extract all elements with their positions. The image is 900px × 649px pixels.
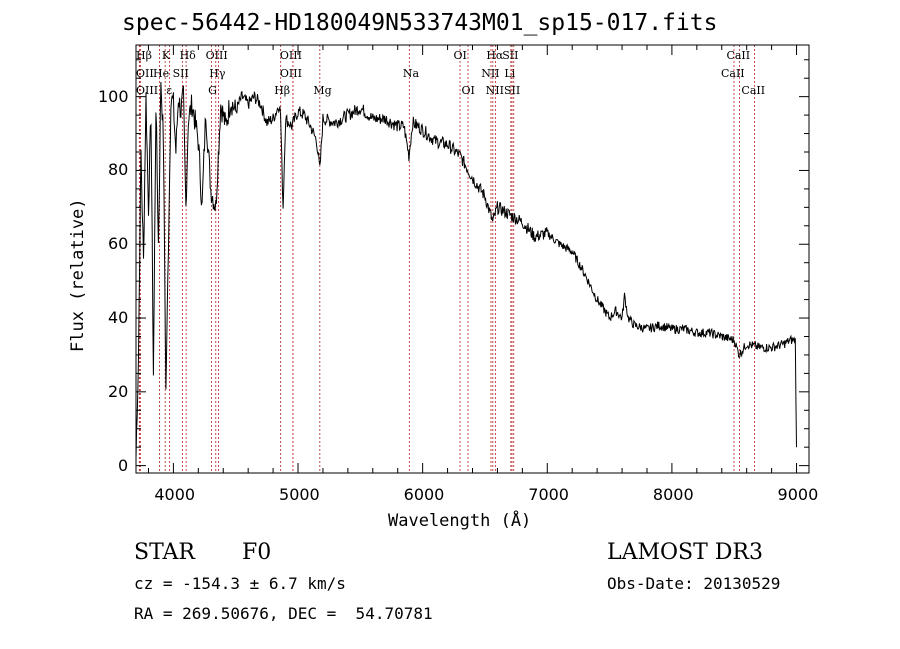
spectral-line-label: Hβ <box>274 84 291 97</box>
spectral-line-label: K <box>161 49 171 62</box>
spectral-line-label: NII <box>485 84 504 97</box>
spectral-line-label: SII <box>504 84 521 97</box>
flux-series <box>135 81 797 459</box>
spectral-line-label: Hγ <box>209 67 226 80</box>
spectral-line-label: OI <box>461 84 475 97</box>
y-tick-label: 80 <box>108 160 129 180</box>
spectral-line-label: NII <box>481 67 500 80</box>
x-tick-label: 9000 <box>777 485 819 504</box>
x-tick-label: 6000 <box>403 485 445 504</box>
spectral-line-label: OIII <box>279 67 302 80</box>
spectral-line-label: G <box>208 84 217 97</box>
spectral-line-label: ε <box>166 84 173 97</box>
spectral-line-label: SII <box>502 49 519 62</box>
spectral-line-label: Mg <box>313 84 332 97</box>
spectral-line-label: OIII <box>205 49 228 62</box>
redshift-info: cz = -154.3 ± 6.7 km/s <box>134 574 346 593</box>
x-tick-label: 4000 <box>154 485 196 504</box>
y-tick-label: 40 <box>108 308 129 328</box>
object-class: STAR <box>134 540 195 565</box>
spectral-line-label: OIII <box>279 49 302 62</box>
spectral-line-markers <box>138 45 755 473</box>
spectral-line-label: OIII <box>136 84 159 97</box>
spectral-line-label: Na <box>402 67 419 80</box>
spectral-line-label: SII <box>172 67 189 80</box>
x-axis-label: Wavelength (Å) <box>388 511 532 531</box>
spectral-line-label: CaII <box>741 84 766 97</box>
axis-ticks <box>136 45 809 473</box>
spectral-line-label: Hβ <box>136 49 152 62</box>
y-tick-label: 100 <box>98 86 129 106</box>
y-tick-label: 0 <box>118 455 129 475</box>
spectral-line-label: OI <box>453 49 467 62</box>
spectral-line-label: Hα <box>486 49 504 62</box>
y-axis-label: Flux (relative) <box>68 198 88 352</box>
y-tick-label: 20 <box>108 381 129 401</box>
spectral-line-label: Hδ <box>179 49 196 62</box>
coordinates: RA = 269.50676, DEC = 54.70781 <box>134 604 433 623</box>
x-tick-label: 7000 <box>528 485 569 504</box>
y-tick-label: 60 <box>108 234 129 254</box>
spectral-line-label: CaII <box>726 49 751 62</box>
survey-name: LAMOST DR3 <box>607 540 763 565</box>
spectral-line-label: Li <box>504 67 516 80</box>
obs-date: Obs-Date: 20130529 <box>607 574 781 593</box>
subclass: F0 <box>242 540 272 565</box>
x-tick-label: 5000 <box>279 485 320 504</box>
spectral-line-label: CaII <box>720 67 745 80</box>
chart-title: spec-56442-HD180049N533743M01_sp15-017.f… <box>122 10 718 36</box>
flux-line <box>135 81 797 459</box>
spectral-line-label: OII <box>136 67 154 80</box>
x-tick-label: 8000 <box>652 485 694 504</box>
spectral-line-label: He <box>153 67 170 80</box>
